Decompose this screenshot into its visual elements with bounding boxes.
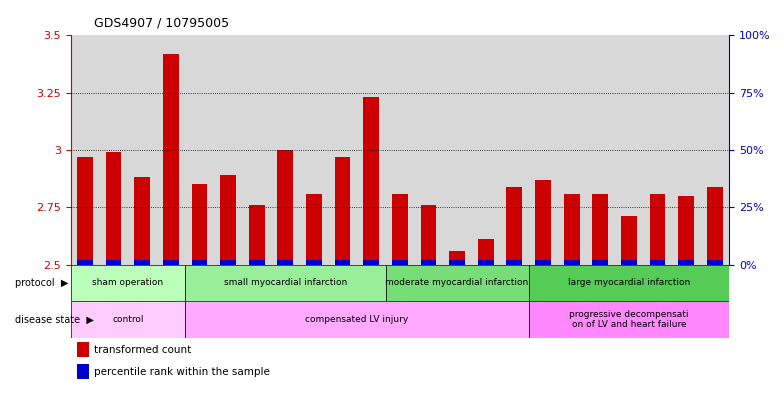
Text: disease state  ▶: disease state ▶ [15, 314, 93, 325]
Bar [449, 259, 465, 264]
Text: protocol  ▶: protocol ▶ [15, 278, 68, 288]
Bar [707, 187, 723, 264]
Bar [363, 259, 379, 264]
Text: sham operation: sham operation [93, 278, 163, 287]
Bar [191, 259, 207, 264]
Bar [71, 264, 185, 301]
Bar [306, 193, 321, 264]
Bar [392, 193, 408, 264]
Bar [191, 184, 207, 264]
Bar [163, 259, 179, 264]
Bar [249, 205, 264, 264]
Text: transformed count: transformed count [93, 345, 191, 355]
Bar [106, 259, 122, 264]
Bar [678, 196, 694, 264]
Bar [420, 205, 437, 264]
Text: GDS4907 / 10795005: GDS4907 / 10795005 [94, 17, 229, 29]
Text: compensated LV injury: compensated LV injury [305, 315, 408, 324]
Text: progressive decompensati
on of LV and heart failure: progressive decompensati on of LV and he… [569, 310, 688, 329]
Bar [478, 259, 494, 264]
Bar [77, 342, 89, 357]
Bar [478, 239, 494, 264]
Bar [220, 259, 236, 264]
Bar [535, 180, 551, 264]
Bar [535, 259, 551, 264]
Text: moderate myocardial infarction: moderate myocardial infarction [386, 278, 528, 287]
Bar [528, 264, 729, 301]
Bar [278, 259, 293, 264]
Bar [449, 251, 465, 264]
Bar [71, 301, 185, 338]
Bar [306, 259, 321, 264]
Bar [134, 178, 150, 264]
Text: large myocardial infarction: large myocardial infarction [568, 278, 690, 287]
Bar [363, 97, 379, 264]
Bar [392, 259, 408, 264]
Bar [335, 157, 350, 264]
Text: control: control [112, 315, 143, 324]
Text: percentile rank within the sample: percentile rank within the sample [93, 367, 270, 376]
Bar [420, 259, 437, 264]
Bar [220, 175, 236, 264]
Bar [564, 193, 579, 264]
Bar [77, 364, 89, 379]
Bar [528, 301, 729, 338]
Text: small myocardial infarction: small myocardial infarction [223, 278, 347, 287]
Bar [185, 301, 528, 338]
Bar [386, 264, 528, 301]
Bar [678, 259, 694, 264]
Bar [163, 54, 179, 264]
Bar [335, 259, 350, 264]
Bar [621, 217, 637, 264]
Bar [650, 193, 666, 264]
Bar [650, 259, 666, 264]
Bar [506, 187, 522, 264]
Bar [77, 157, 93, 264]
Bar [707, 259, 723, 264]
Bar [506, 259, 522, 264]
Bar [278, 150, 293, 264]
Bar [564, 259, 579, 264]
Bar [185, 264, 386, 301]
Bar [77, 259, 93, 264]
Bar [134, 259, 150, 264]
Bar [593, 259, 608, 264]
Bar [106, 152, 122, 264]
Bar [249, 259, 264, 264]
Bar [621, 259, 637, 264]
Bar [593, 193, 608, 264]
